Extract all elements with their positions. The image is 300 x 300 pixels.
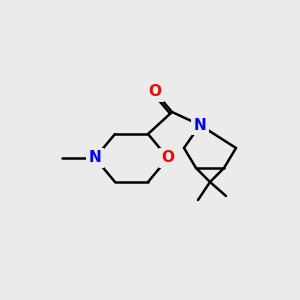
Text: O: O: [148, 85, 161, 100]
Text: O: O: [161, 151, 175, 166]
Text: N: N: [194, 118, 206, 133]
Text: N: N: [88, 151, 101, 166]
